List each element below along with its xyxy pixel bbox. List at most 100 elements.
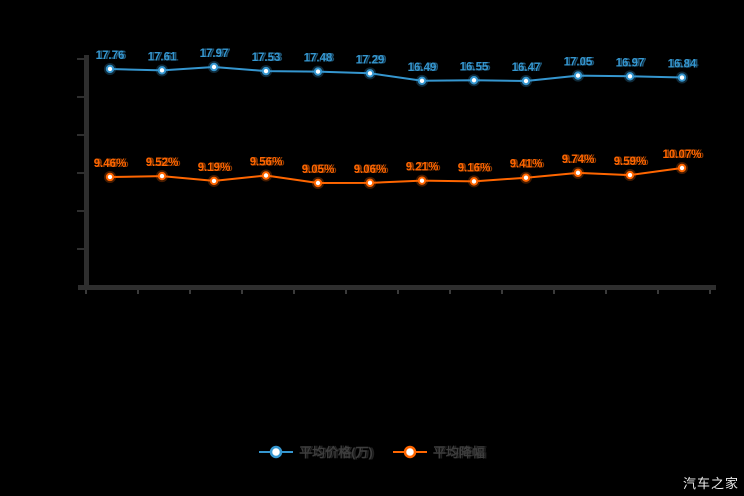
- data-point[interactable]: [468, 74, 480, 87]
- data-label: 9.59%9.59%: [614, 156, 649, 168]
- data-point-marker: [365, 178, 375, 188]
- data-label-text: 17.29: [356, 54, 385, 66]
- x-axis-tick: [501, 290, 503, 294]
- data-label-ghost: 9.21%: [408, 162, 441, 174]
- data-label: 9.06%9.06%: [354, 164, 389, 176]
- data-point-marker: [209, 62, 219, 72]
- data-point[interactable]: [624, 169, 636, 182]
- data-label: 9.41%9.41%: [510, 159, 545, 171]
- data-point-marker: [157, 171, 167, 181]
- data-label-ghost: 17.53: [254, 52, 283, 64]
- data-point[interactable]: [208, 61, 220, 73]
- y-axis-tick: [77, 96, 84, 98]
- data-label-ghost: 9.16%: [460, 162, 493, 174]
- data-label-text: 9.59%: [614, 156, 647, 168]
- data-point[interactable]: [208, 174, 220, 187]
- data-point[interactable]: [104, 62, 116, 75]
- data-label-ghost: 17.48: [306, 53, 335, 65]
- data-label-ghost: 16.97: [618, 57, 647, 69]
- legend-item-avg-price[interactable]: 平均价格(万): [259, 442, 373, 461]
- data-label: 9.19%9.19%: [198, 162, 233, 174]
- data-point[interactable]: [572, 166, 584, 179]
- data-point-marker: [105, 172, 115, 182]
- data-label: 9.46%9.46%: [94, 158, 129, 170]
- data-point[interactable]: [312, 177, 324, 189]
- data-point-marker: [313, 67, 323, 76]
- data-point-marker: [261, 171, 271, 180]
- legend-label-avg-price: 平均价格(万): [299, 445, 373, 460]
- data-point-marker: [677, 73, 687, 82]
- data-label-text: 17.61: [148, 51, 177, 63]
- data-label-text: 9.06%: [354, 164, 387, 176]
- data-label-ghost: 9.46%: [96, 158, 129, 170]
- data-label: 9.74%9.74%: [562, 154, 597, 166]
- data-label-ghost: 17.76: [98, 50, 127, 62]
- data-label-text: 9.74%: [562, 154, 595, 166]
- x-axis-tick: [709, 290, 711, 294]
- legend: 平均价格(万) 平均降幅: [0, 442, 744, 461]
- data-point-marker: [417, 76, 427, 86]
- data-label: 9.16%9.16%: [458, 162, 493, 174]
- data-point[interactable]: [260, 65, 272, 78]
- data-label-ghost: 16.84: [670, 59, 699, 71]
- data-label-text: 9.52%: [146, 157, 179, 169]
- data-point[interactable]: [468, 175, 480, 188]
- data-label-ghost: 10.07%: [665, 149, 704, 161]
- data-label-ghost: 17.61: [150, 51, 179, 63]
- data-point[interactable]: [156, 64, 168, 77]
- data-point[interactable]: [364, 67, 376, 80]
- data-point-marker: [469, 177, 479, 186]
- data-point[interactable]: [676, 162, 688, 174]
- data-point[interactable]: [364, 176, 376, 189]
- data-point[interactable]: [312, 65, 324, 78]
- data-point[interactable]: [520, 171, 532, 184]
- y-axis-tick: [77, 248, 84, 250]
- data-label-ghost: 17.05: [566, 57, 595, 69]
- legend-marker-discount-icon: [392, 445, 427, 459]
- x-axis-tick: [293, 290, 295, 294]
- data-label-ghost: 9.59%: [616, 156, 649, 168]
- x-axis-tick: [345, 290, 347, 294]
- series-line: [109, 66, 683, 82]
- legend-item-avg-discount[interactable]: 平均降幅: [392, 442, 485, 461]
- y-axis-tick: [77, 134, 84, 136]
- x-axis-tick: [605, 290, 607, 294]
- data-label-ghost: 9.41%: [512, 159, 545, 171]
- data-point-marker: [625, 170, 635, 180]
- data-label-text: 10.07%: [662, 149, 701, 161]
- x-axis-tick: [137, 290, 139, 294]
- data-point[interactable]: [156, 170, 168, 183]
- data-label-ghost: 17.97: [202, 48, 231, 60]
- data-label-text: 16.47: [512, 62, 541, 74]
- data-point[interactable]: [260, 169, 272, 182]
- data-point[interactable]: [416, 174, 428, 187]
- data-label-ghost: 16.55: [462, 61, 491, 73]
- data-point[interactable]: [520, 75, 532, 87]
- data-point-marker: [105, 64, 115, 74]
- data-label-text: 17.97: [200, 48, 229, 60]
- data-label-ghost: 9.06%: [356, 164, 389, 176]
- data-point-marker: [573, 168, 583, 178]
- y-axis-tick: [77, 210, 84, 212]
- data-label-ghost: 9.56%: [252, 157, 285, 169]
- data-point[interactable]: [572, 69, 584, 82]
- data-point[interactable]: [676, 71, 688, 84]
- data-label-text: 16.97: [616, 57, 645, 69]
- x-axis-tick: [189, 290, 191, 294]
- data-label-text: 16.49: [408, 62, 437, 74]
- data-point[interactable]: [624, 70, 636, 83]
- data-label: 9.56%9.56%: [250, 157, 285, 169]
- data-point-marker: [677, 163, 687, 173]
- y-axis: [84, 55, 89, 289]
- x-axis-tick: [397, 290, 399, 294]
- data-point-marker: [625, 72, 635, 81]
- data-point-marker: [417, 176, 427, 185]
- data-point[interactable]: [416, 74, 428, 87]
- data-point[interactable]: [104, 170, 116, 183]
